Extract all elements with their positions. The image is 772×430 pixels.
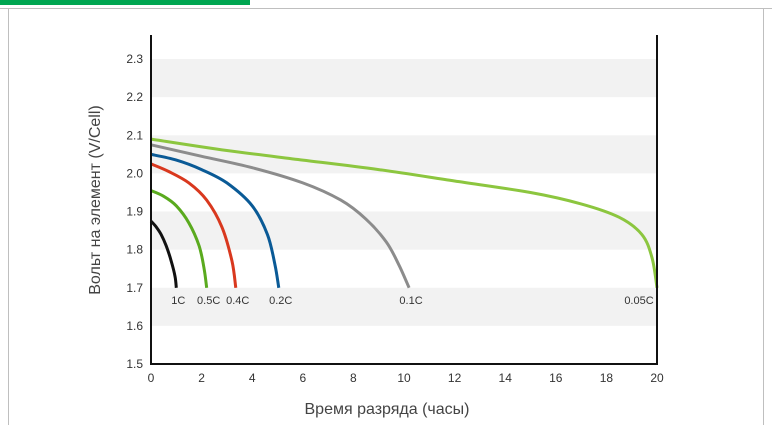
series-line-0_2C xyxy=(150,152,281,289)
y-axis-label: Вольт на элемент (V/Cell) xyxy=(87,105,104,294)
series-line-0_05C xyxy=(150,137,659,289)
series-end-label: 0.4C xyxy=(226,295,249,307)
series-end-label: 0.05C xyxy=(624,295,653,307)
y-tick-label: 2.0 xyxy=(126,166,143,180)
y-tick-label: 1.8 xyxy=(126,243,143,257)
y-tick-label: 2.2 xyxy=(126,90,143,104)
y-tick-label: 2.1 xyxy=(126,128,143,142)
series-line-0_4C xyxy=(150,162,238,289)
x-tick-label: 6 xyxy=(299,371,306,385)
y-tick-label: 1.7 xyxy=(126,281,143,295)
y-tick-label: 1.9 xyxy=(126,205,143,219)
y-tick-label: 2.3 xyxy=(126,52,143,66)
x-tick-label: 14 xyxy=(499,371,513,385)
x-tick-label: 20 xyxy=(650,371,664,385)
x-tick-label: 16 xyxy=(549,371,563,385)
header-accent-bar xyxy=(0,0,250,5)
grid-band xyxy=(151,287,657,326)
x-tick-label: 2 xyxy=(198,371,205,385)
series-end-label: 0.5C xyxy=(197,295,220,307)
series-line-0_1C xyxy=(150,143,411,289)
y-tick-label: 1.5 xyxy=(126,357,143,371)
series-end-label: 0.1C xyxy=(399,295,422,307)
series-line-0_5C xyxy=(150,189,209,289)
series-lines xyxy=(149,137,659,289)
x-axis-label: Время разряда (часы) xyxy=(305,401,470,418)
x-tick-label: 18 xyxy=(600,371,614,385)
series-end-label: 0.2C xyxy=(269,295,292,307)
grid-band xyxy=(151,135,657,174)
grid-band xyxy=(151,211,657,250)
series-end-label: 1C xyxy=(171,295,185,307)
x-tick-label: 12 xyxy=(448,371,462,385)
grid-band xyxy=(151,59,657,98)
x-tick-label: 4 xyxy=(249,371,256,385)
grid-bands xyxy=(151,59,657,326)
x-tick-label: 10 xyxy=(397,371,411,385)
y-tick-label: 1.6 xyxy=(126,319,143,333)
x-tick-labels: 0 2 4 6 8 10 12 14 16 18 20 xyxy=(148,371,664,385)
series-line-1C xyxy=(149,220,178,288)
y-tick-labels: 1.5 1.6 1.7 1.8 1.9 2.0 2.1 2.2 2.3 xyxy=(126,52,143,371)
series-end-labels: 1C 0.5C 0.4C 0.2C 0.1C 0.05C xyxy=(171,295,653,307)
x-tick-label: 8 xyxy=(350,371,357,385)
x-tick-label: 0 xyxy=(148,371,155,385)
